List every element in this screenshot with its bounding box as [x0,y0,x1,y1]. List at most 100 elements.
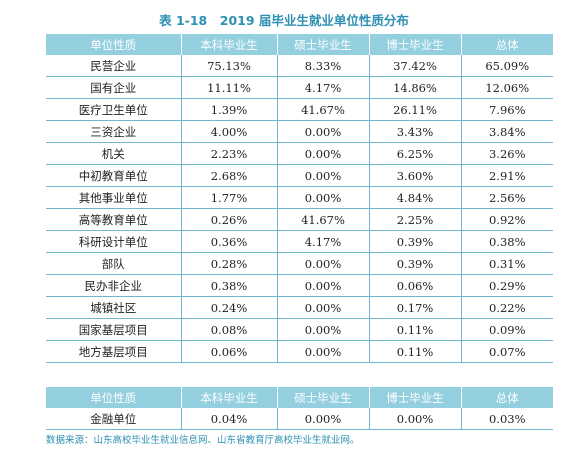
header-cell: 硕士毕业生 [277,34,370,55]
value-cell: 0.26% [181,208,278,231]
table-row: 其他事业单位 1.77% 0.00% 4.84% 2.56% [46,186,553,209]
value-cell: 0.11% [369,340,462,363]
value-cell: 0.00% [277,252,370,275]
table-row: 中初教育单位 2.68% 0.00% 3.60% 2.91% [46,164,553,187]
value-cell: 0.00% [277,186,370,209]
table-row: 医疗卫生单位 1.39% 41.67% 26.11% 7.96% [46,98,553,121]
table-body: 民营企业 75.13% 8.33% 37.42% 65.09% 国有企业 11.11% 4.1… [46,55,553,363]
value-cell: 6.25% [369,142,462,165]
header-cell: 博士毕业生 [369,34,462,55]
supplement-table: 单位性质 本科毕业生 硕士毕业生 博士毕业生 总体 金融单位 0.04% 0.00%… [46,387,553,430]
category-cell: 医疗卫生单位 [46,98,182,121]
category-cell: 国有企业 [46,76,182,99]
value-cell: 3.26% [461,142,553,165]
value-cell: 0.92% [461,208,553,231]
value-cell: 0.17% [369,296,462,319]
category-cell: 中初教育单位 [46,164,182,187]
value-cell: 4.00% [181,120,278,143]
value-cell: 14.86% [369,76,462,99]
table-row: 民办非企业 0.38% 0.00% 0.06% 0.29% [46,274,553,297]
value-cell: 4.17% [277,230,370,253]
value-cell: 75.13% [181,55,278,77]
category-cell: 地方基层项目 [46,340,182,363]
value-cell: 0.00% [277,318,370,341]
value-cell: 0.31% [461,252,553,275]
value-cell: 0.36% [181,230,278,253]
supplement-header-row: 单位性质 本科毕业生 硕士毕业生 博士毕业生 总体 [46,387,553,408]
header-cell: 本科毕业生 [181,34,278,55]
category-cell: 科研设计单位 [46,230,182,253]
header-cell: 本科毕业生 [181,387,278,408]
table-row: 三资企业 4.00% 0.00% 3.43% 3.84% [46,120,553,143]
value-cell: 0.09% [461,318,553,341]
value-cell: 0.07% [461,340,553,363]
value-cell: 0.08% [181,318,278,341]
value-cell: 0.04% [181,408,278,430]
value-cell: 0.38% [181,274,278,297]
category-cell: 三资企业 [46,120,182,143]
value-cell: 1.39% [181,98,278,121]
value-cell: 2.56% [461,186,553,209]
value-cell: 2.25% [369,208,462,231]
value-cell: 0.03% [461,408,553,430]
value-cell: 2.68% [181,164,278,187]
category-cell: 民营企业 [46,55,182,77]
value-cell: 7.96% [461,98,553,121]
value-cell: 2.23% [181,142,278,165]
value-cell: 8.33% [277,55,370,77]
category-cell: 高等教育单位 [46,208,182,231]
value-cell: 3.43% [369,120,462,143]
header-cell: 单位性质 [46,387,182,408]
value-cell: 0.00% [277,164,370,187]
distribution-table: 单位性质 本科毕业生 硕士毕业生 博士毕业生 总体 民营企业 75.13% 8.33… [46,34,553,363]
value-cell: 3.84% [461,120,553,143]
value-cell: 0.00% [277,274,370,297]
table-header-row: 单位性质 本科毕业生 硕士毕业生 博士毕业生 总体 [46,34,553,55]
table-row: 机关 2.23% 0.00% 6.25% 3.26% [46,142,553,165]
value-cell: 12.06% [461,76,553,99]
header-cell: 硕士毕业生 [277,387,370,408]
data-source-note: 数据来源：山东高校毕业生就业信息网、山东省教育厅高校毕业生就业网。 [46,435,360,446]
value-cell: 3.60% [369,164,462,187]
table-title: 表 1-18 2019 届毕业生就业单位性质分布 [159,13,409,28]
category-cell: 其他事业单位 [46,186,182,209]
value-cell: 0.00% [277,408,370,430]
category-cell: 部队 [46,252,182,275]
category-cell: 国家基层项目 [46,318,182,341]
category-cell: 民办非企业 [46,274,182,297]
value-cell: 41.67% [277,208,370,231]
value-cell: 0.00% [277,120,370,143]
value-cell: 0.00% [369,408,462,430]
value-cell: 0.39% [369,252,462,275]
table-row: 部队 0.28% 0.00% 0.39% 0.31% [46,252,553,275]
value-cell: 26.11% [369,98,462,121]
table-row: 城镇社区 0.24% 0.00% 0.17% 0.22% [46,296,553,319]
table-row: 高等教育单位 0.26% 41.67% 2.25% 0.92% [46,208,553,231]
table-row: 国家基层项目 0.08% 0.00% 0.11% 0.09% [46,318,553,341]
header-cell: 博士毕业生 [369,387,462,408]
value-cell: 0.28% [181,252,278,275]
value-cell: 0.06% [181,340,278,363]
value-cell: 2.91% [461,164,553,187]
table-row: 地方基层项目 0.06% 0.00% 0.11% 0.07% [46,340,553,363]
value-cell: 0.00% [277,340,370,363]
header-cell: 单位性质 [46,34,182,55]
value-cell: 0.00% [277,142,370,165]
value-cell: 41.67% [277,98,370,121]
value-cell: 4.17% [277,76,370,99]
table-row: 科研设计单位 0.36% 4.17% 0.39% 0.38% [46,230,553,253]
table-row: 金融单位 0.04% 0.00% 0.00% 0.03% [46,408,553,430]
value-cell: 11.11% [181,76,278,99]
category-cell: 城镇社区 [46,296,182,319]
category-cell: 机关 [46,142,182,165]
value-cell: 0.39% [369,230,462,253]
category-cell: 金融单位 [46,408,182,430]
value-cell: 65.09% [461,55,553,77]
table-row: 民营企业 75.13% 8.33% 37.42% 65.09% [46,55,553,77]
supplement-body: 金融单位 0.04% 0.00% 0.00% 0.03% [46,408,553,430]
value-cell: 0.00% [277,296,370,319]
value-cell: 0.24% [181,296,278,319]
header-cell: 总体 [461,387,553,408]
value-cell: 0.38% [461,230,553,253]
value-cell: 4.84% [369,186,462,209]
